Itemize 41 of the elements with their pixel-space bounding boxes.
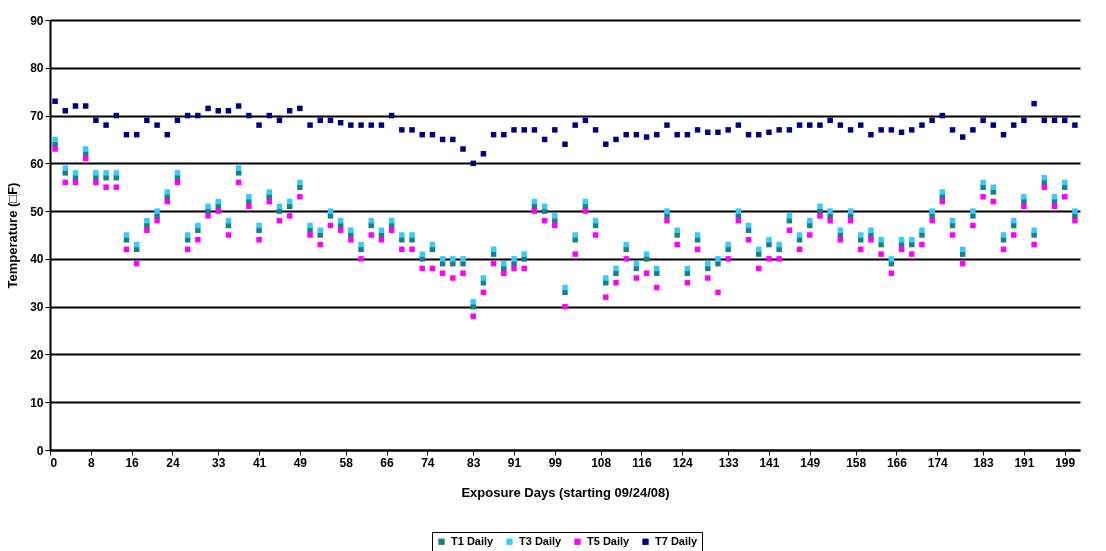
x-tick-label: 83 (467, 455, 481, 470)
x-tick-label: 183 (973, 455, 994, 470)
x-tick-label: 66 (380, 455, 395, 470)
x-tick-label: 108 (591, 455, 612, 470)
legend-label: T3 Daily (519, 534, 563, 547)
x-tick-label: 141 (759, 455, 780, 470)
x-tick-label: 16 (125, 455, 140, 470)
x-tick-label: 24 (166, 455, 180, 470)
x-tick-label: 174 (927, 455, 949, 470)
x-tick-label: 58 (339, 455, 354, 470)
x-tick-label: 199 (1055, 455, 1076, 470)
legend-label: T1 Daily (451, 534, 495, 547)
legend-label: T5 Daily (587, 534, 631, 547)
y-axis-title: Temperature (□F) (5, 182, 21, 289)
legend-label: T7 Daily (655, 534, 699, 547)
x-tick-label: 41 (252, 455, 267, 470)
x-tick-label: 133 (718, 455, 739, 470)
y-tick-label: 80 (30, 61, 44, 76)
x-tick-label: 191 (1014, 455, 1035, 470)
y-tick-label: 40 (30, 252, 44, 267)
y-tick-label: 10 (30, 395, 44, 410)
x-axis-title: Exposure Days (starting 09/24/08) (461, 484, 670, 500)
x-tick-label: 166 (886, 455, 908, 470)
x-tick-label: 158 (846, 455, 867, 470)
x-tick-label: 99 (548, 455, 563, 470)
y-tick-label: 0 (36, 443, 44, 458)
x-tick-label: 124 (672, 455, 694, 470)
x-tick-label: 8 (87, 455, 95, 470)
y-tick-label: 30 (30, 300, 44, 315)
x-tick-label: 149 (800, 455, 821, 470)
x-tick-label: 49 (293, 455, 308, 470)
x-tick-label: 0 (50, 455, 58, 470)
y-tick-label: 60 (30, 156, 44, 171)
x-tick-label: 116 (632, 455, 652, 470)
y-tick-label: 50 (30, 204, 44, 219)
x-tick-label: 33 (212, 455, 226, 470)
y-tick-label: 20 (30, 347, 44, 362)
y-tick-label: 70 (30, 109, 44, 124)
y-tick-label: 90 (30, 13, 44, 28)
x-tick-label: 91 (507, 455, 522, 470)
x-tick-label: 74 (421, 455, 435, 470)
